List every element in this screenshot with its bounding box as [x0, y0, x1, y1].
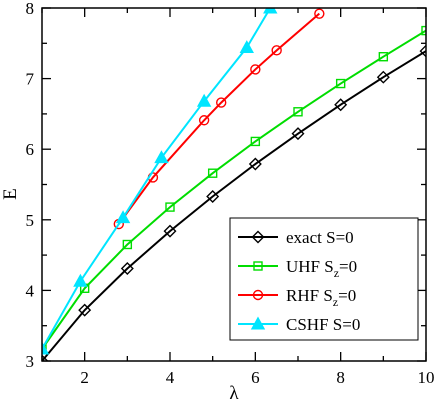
x-tick-label: 10 [418, 368, 435, 387]
data-point [215, 97, 227, 108]
x-axis-label: λ [229, 383, 239, 404]
series-line [42, 50, 426, 361]
legend-label: RHF Sz=0 [286, 286, 356, 309]
legend-label: CSHF S=0 [286, 315, 360, 334]
data-point [335, 78, 346, 89]
series-line [117, 12, 320, 225]
data-point [196, 93, 212, 107]
data-point [165, 202, 175, 212]
legend-entry: CSHF S=0 [238, 315, 360, 334]
data-point [207, 168, 218, 178]
y-tick-label: 5 [26, 211, 35, 230]
data-point [198, 115, 210, 126]
data-point [314, 8, 325, 19]
legend-marker [250, 316, 266, 330]
legend-entry: RHF Sz=0 [238, 286, 356, 309]
data-point [154, 150, 169, 164]
y-tick-label: 4 [26, 281, 35, 300]
data-point [42, 341, 50, 355]
legend-label: exact S=0 [286, 228, 354, 247]
data-point [73, 273, 88, 287]
data-point [239, 40, 254, 54]
data-point [421, 25, 426, 36]
data-point [291, 127, 305, 141]
legend-marker [251, 230, 265, 244]
data-point [293, 107, 303, 117]
data-point [271, 45, 282, 56]
data-point [78, 303, 92, 317]
y-tick-label: 6 [26, 140, 35, 159]
legend-entry: UHF Sz=0 [238, 257, 357, 280]
series-3 [113, 8, 325, 230]
y-tick-label: 3 [26, 352, 35, 371]
x-tick-label: 4 [166, 368, 175, 387]
x-tick-label: 8 [336, 368, 345, 387]
series-1 [42, 44, 426, 361]
legend-entry: exact S=0 [238, 228, 354, 247]
data-point [250, 136, 261, 147]
data-point [42, 354, 49, 361]
legend-marker [253, 261, 263, 271]
y-tick-label: 7 [26, 70, 35, 89]
data-point [120, 262, 134, 276]
series-2 [42, 25, 426, 354]
data-point [376, 70, 390, 84]
legend-marker [252, 289, 264, 301]
data-point [163, 224, 177, 238]
data-point [248, 157, 262, 171]
data-point [115, 210, 131, 224]
series-line [42, 29, 426, 350]
series-layer [42, 8, 426, 361]
data-point [334, 98, 348, 112]
data-point [378, 52, 389, 62]
legend: exact S=0 UHF Sz=0 RHF Sz=0 CSHF S=0 [229, 217, 419, 341]
y-tick-label: 8 [26, 0, 35, 18]
x-tick-label: 6 [251, 368, 260, 387]
legend-label: UHF Sz=0 [286, 257, 357, 280]
ticks-layer: 2 4 6 8 10 3 4 5 6 7 8 [26, 0, 435, 387]
x-tick-label: 2 [80, 368, 89, 387]
data-point [250, 64, 261, 75]
data-point [419, 44, 426, 58]
data-point [122, 239, 133, 250]
y-axis-label: E [0, 188, 21, 200]
data-point [263, 8, 278, 14]
data-point [206, 190, 220, 203]
series-4 [42, 8, 278, 355]
